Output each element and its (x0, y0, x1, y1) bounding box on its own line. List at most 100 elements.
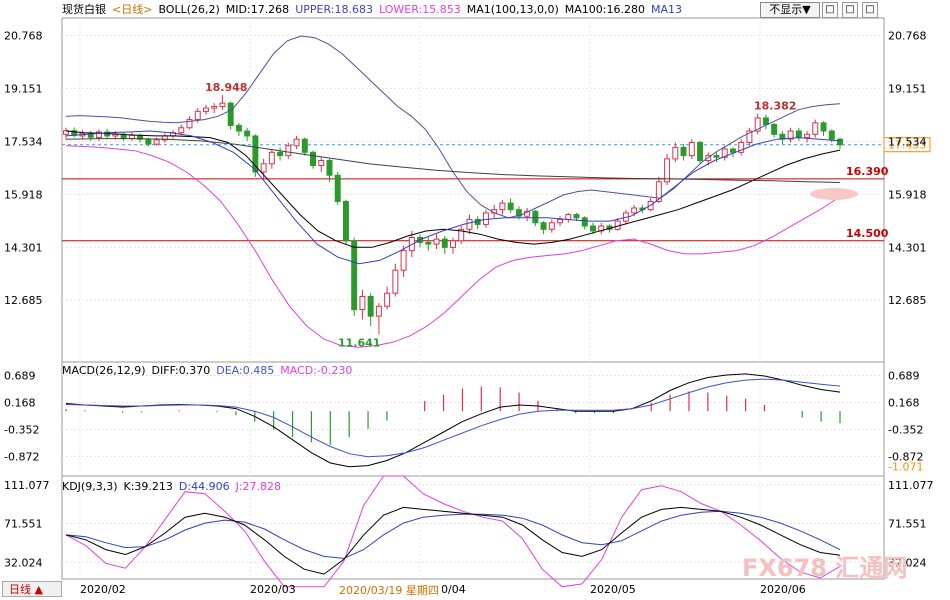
hide-dropdown-button[interactable]: 不显示▼ (760, 2, 820, 18)
current-price-label: 17.433 (888, 139, 927, 152)
axis-labels: 20.768 20.768 19.151 19.151 17.534 17.534 15.9… (4, 29, 934, 596)
candle-body (433, 238, 440, 245)
ma1-label[interactable]: MA1(100,13,0,0) (466, 3, 559, 16)
candle-body (285, 145, 292, 157)
candle-body (507, 202, 514, 211)
candle-body (384, 292, 391, 307)
macd-tick-label-left: -0.872 (4, 450, 39, 463)
kdj-k: K:39.213 (123, 480, 173, 493)
macd-dea-line (65, 378, 841, 458)
candle-body (95, 131, 102, 139)
kdj-tick-label-left: 32.024 (4, 556, 43, 569)
kdj-tick-label-left: 111.077 (4, 479, 50, 492)
window-button-1[interactable]: □ (822, 2, 838, 18)
y-tick-label-left: 12.685 (4, 294, 43, 307)
y-tick-label-right: 14.301 (888, 241, 927, 254)
period-tab[interactable]: 日线 ▲ (2, 581, 62, 597)
candle-body (425, 241, 432, 245)
main-indicator-header: 现货白银 <日线> BOLL(26,2) MID:17.268 UPPER:18.683… (62, 3, 688, 17)
kdj-params[interactable]: KDJ(9,3,3) (62, 480, 118, 493)
candle-body (590, 225, 596, 232)
kdj-tick-label-left: 71.551 (4, 518, 43, 531)
candle-series (63, 95, 843, 335)
candle-body (664, 158, 671, 183)
kdj-k-line (65, 506, 841, 575)
boll-lower: LOWER:15.853 (378, 3, 461, 16)
candle-body (227, 102, 234, 126)
y-tick-label-right: 15.918 (888, 188, 927, 201)
candle-body (178, 127, 185, 134)
y-tick-label-left: 14.301 (4, 241, 43, 254)
candle-body (128, 134, 135, 140)
candle-body (351, 240, 358, 311)
candle-body (581, 217, 588, 227)
candle-body (812, 122, 819, 135)
candle-body (244, 130, 251, 137)
panel-frames (61, 17, 885, 580)
instrument-title: 现货白银 (62, 3, 106, 16)
candle-body (375, 305, 382, 317)
y-tick-label-right: 20.768 (888, 29, 927, 42)
candle-body (318, 160, 325, 166)
window-button-3[interactable]: □ (862, 2, 878, 18)
series-line-mid (65, 130, 841, 248)
candle-body (762, 117, 769, 125)
indicator-lines: 18.948 11.641 18.382 (65, 35, 841, 349)
candle-body (342, 200, 349, 242)
candle-body (194, 110, 201, 121)
price-annotation: 11.641 (338, 336, 380, 349)
candle-body (326, 160, 333, 176)
candle-body (828, 130, 835, 140)
candle-body (573, 214, 580, 219)
boll-label[interactable]: BOLL(26,2) (158, 3, 220, 16)
kdj-j: J:27.828 (235, 480, 282, 493)
macd-diff: DIFF:0.370 (151, 364, 211, 377)
candle-body (655, 181, 662, 202)
y-tick-label-left: 20.768 (4, 29, 43, 42)
y-tick-label-right: 19.151 (888, 82, 927, 95)
kdj-panel (65, 475, 841, 588)
candle-body (631, 207, 638, 214)
kdj-header: KDJ(9,3,3) K:39.213 D:44.906 J:27.828 (62, 480, 287, 494)
kdj-d: D:44.906 (178, 480, 230, 493)
macd-tick-label-right: 0.168 (888, 397, 920, 410)
candle-body (153, 139, 160, 145)
candle-body (721, 148, 728, 158)
candle-body (293, 138, 300, 147)
macd-params[interactable]: MACD(26,12,9) (62, 364, 146, 377)
y-tick-label-left: 15.918 (4, 188, 43, 201)
candle-body (203, 107, 209, 112)
candle-body (565, 214, 572, 220)
candle-body (787, 130, 794, 140)
x-tick-label: 2020/05 (590, 583, 636, 596)
candle-body (186, 119, 193, 129)
boll-mid: MID:17.268 (225, 3, 290, 16)
x-tick-label: 2020/03 (250, 583, 296, 596)
candle-body (482, 212, 489, 225)
watermark: FX678 汇通网 (742, 554, 908, 582)
macd-dea: DEA:0.485 (216, 364, 275, 377)
candle-body (771, 123, 778, 135)
period-label[interactable]: <日线> (112, 3, 153, 16)
candle-body (713, 155, 720, 158)
ma100-value: MA100:16.280 (564, 3, 645, 16)
kdj-tick-label-right: 32.024 (888, 556, 927, 569)
candle-body (820, 122, 827, 132)
macd-tick-label-right: 0.689 (888, 370, 920, 383)
horizontal-levels: 16.390 14.500 17.433 (62, 137, 931, 242)
candle-body (252, 135, 259, 173)
candle-body (540, 222, 547, 230)
candle-body (63, 130, 69, 135)
boll-upper: UPPER:18.683 (295, 3, 373, 16)
x-tick-label: 2020/02 (80, 583, 126, 596)
candle-body (804, 133, 811, 139)
highlight-ellipse (810, 188, 858, 200)
level-label: 14.500 (846, 227, 889, 240)
candle-body (795, 130, 802, 139)
window-button-2[interactable]: □ (842, 2, 858, 18)
candle-body (392, 269, 399, 294)
macd-value: MACD:-0.230 (280, 364, 353, 377)
candle-body (729, 148, 736, 153)
candle-body (145, 138, 152, 145)
cursor-date-hint: 2020/03/19 星期四 (336, 582, 442, 598)
